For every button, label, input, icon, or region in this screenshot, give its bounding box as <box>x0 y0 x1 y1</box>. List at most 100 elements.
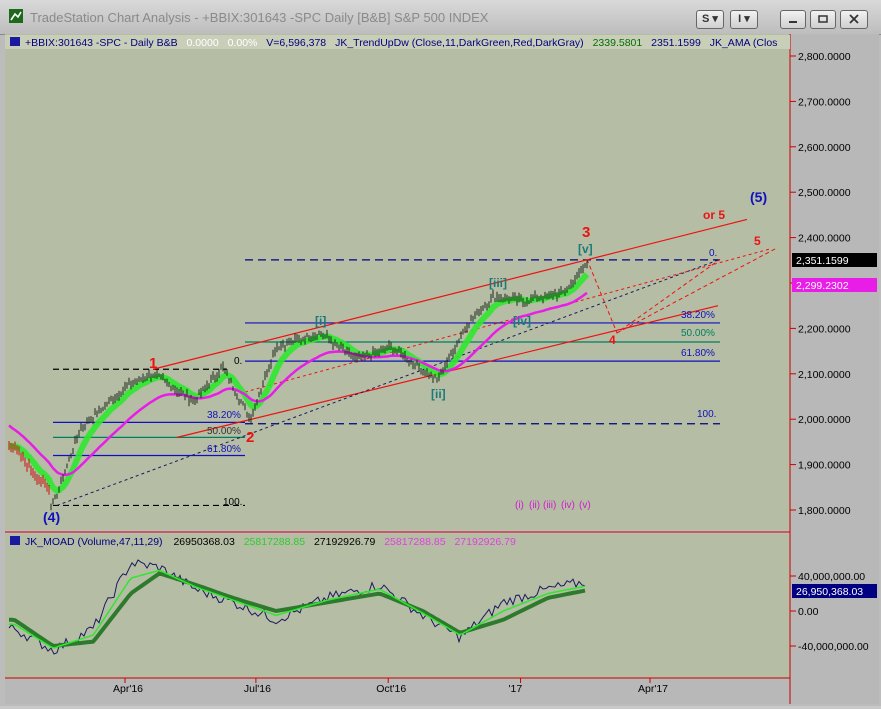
wave-3-label: 3 <box>582 224 590 241</box>
time-tick-label: Oct'16 <box>376 683 406 695</box>
sub-wave-iv-label: (iv) <box>561 500 575 511</box>
moad-value-1: 26950368.03 <box>173 536 234 548</box>
moad-value-4: 25817288.85 <box>384 536 445 548</box>
ama-line <box>8 291 588 477</box>
time-tick-label: Apr'16 <box>113 683 143 695</box>
ama-value-text: 2,299.2302 <box>796 280 849 292</box>
fib-b-zero-label: 0. <box>709 248 717 259</box>
fib-b-100-label: 100. <box>697 409 716 420</box>
moad-series <box>8 559 586 655</box>
volume-value-text: 26,950,368.03 <box>796 586 863 598</box>
volume-value-badge: 26,950,368.03 <box>792 584 877 598</box>
channel-mid-line <box>244 248 771 393</box>
channel-upper-line <box>152 218 748 370</box>
moad-indicator-name: JK_MOAD (Volume,47,11,29) <box>25 536 163 548</box>
fib-b-618-label: 61.80% <box>681 348 715 359</box>
fib-a-500-label: 50.00% <box>207 426 241 437</box>
restore-icon <box>818 15 828 23</box>
price-tick-label: 2,700.0000 <box>798 96 851 108</box>
wave-4-projected-label: 4 <box>609 333 616 347</box>
window-title: TradeStation Chart Analysis - +BBIX:3016… <box>30 10 489 25</box>
fib-labels: 0. 38.20% 50.00% 61.80% 100. 0. 38.20% 5… <box>207 248 717 508</box>
fib-a-zero-label: 0. <box>234 356 242 367</box>
symbol-tag-icon <box>10 37 20 46</box>
wave-projection-path <box>586 248 776 334</box>
fib-a-100-label: 100. <box>223 497 242 508</box>
header-trend-value-2: 2351.1599 <box>651 37 701 49</box>
header-trend-indicator: JK_TrendUpDw (Close,11,DarkGreen,Red,Dar… <box>335 37 584 49</box>
minimize-button[interactable] <box>780 10 806 29</box>
maximize-button[interactable] <box>810 10 836 29</box>
ama-value-badge: 2,299.2302 <box>792 278 877 292</box>
wave-v-label: [v] <box>578 242 593 256</box>
volume-tick-label: -40,000,000.00 <box>798 641 869 653</box>
close-icon <box>849 14 859 24</box>
time-tick-label: Jul'16 <box>244 683 271 695</box>
time-axis-background <box>5 678 790 704</box>
time-tick-label: '17 <box>509 683 523 695</box>
fib-b-500-label: 50.00% <box>681 328 715 339</box>
wave-5-projected-label: 5 <box>754 234 761 248</box>
moad-fast-line <box>9 569 586 649</box>
moad-slow-line <box>9 571 586 648</box>
volume-tick-label: 0.00 <box>798 606 819 618</box>
price-tick-label: 2,500.0000 <box>798 187 851 199</box>
last-price-badge: 2,351.1599 <box>792 253 877 267</box>
header-volume: V=6,596,378 <box>266 37 326 49</box>
symbol-link-button[interactable]: S ▾ <box>696 10 724 29</box>
wave-ii-label: [ii] <box>431 387 446 401</box>
volume-tag-icon <box>10 536 20 545</box>
minimize-icon <box>789 21 797 23</box>
price-header-bar <box>5 35 790 49</box>
wave-i-label: [i] <box>315 314 326 328</box>
price-tick-label: 2,400.0000 <box>798 233 851 245</box>
price-series <box>8 260 590 511</box>
price-tick-label: 2,200.0000 <box>798 323 851 335</box>
time-tick-label: Apr'17 <box>638 683 668 695</box>
sub-wave-labels: (i) (ii) (iii) (iv) (v) <box>515 500 591 511</box>
header-change-pct: 0.00% <box>228 37 258 49</box>
sub-wave-i-label: (i) <box>515 500 524 511</box>
trend-band-line <box>8 272 590 494</box>
moad-value-5: 27192926.79 <box>454 536 515 548</box>
price-bars-down <box>8 441 50 495</box>
channel-base-line <box>56 258 721 506</box>
header-change: 0.0000 <box>187 37 219 49</box>
price-chart-svg[interactable]: +BBIX:301643 -SPC - Daily B&B 0.0000 0.0… <box>5 34 879 704</box>
close-button[interactable] <box>840 10 868 29</box>
moad-value-3: 27192926.79 <box>314 536 375 548</box>
fib-a-382-label: 38.20% <box>207 410 241 421</box>
price-tick-label: 1,800.0000 <box>798 505 851 517</box>
header-symbol: +BBIX:301643 -SPC - Daily B&B <box>25 37 178 49</box>
price-tick-label: 2,000.0000 <box>798 414 851 426</box>
price-tick-label: 2,600.0000 <box>798 142 851 154</box>
sub-wave-ii-label: (ii) <box>529 500 540 511</box>
volume-tick-label: 40,000,000.00 <box>798 571 865 583</box>
volume-pane-background[interactable] <box>5 534 790 678</box>
wave-or5-label: or 5 <box>703 208 725 222</box>
title-bar[interactable]: TradeStation Chart Analysis - +BBIX:3016… <box>0 0 881 35</box>
header-ama-indicator: JK_AMA (Clos <box>710 37 778 49</box>
interval-link-button[interactable]: I ▾ <box>730 10 758 29</box>
price-tick-label: 1,900.0000 <box>798 460 851 472</box>
wave-labels: (4) (5) 1 2 3 4 5 or 5 [i] [ii] [iii] [i… <box>43 189 767 525</box>
tradestation-app-icon <box>9 9 23 23</box>
price-tick-label: 2,800.0000 <box>798 51 851 63</box>
header-trend-value-1: 2339.5801 <box>593 37 643 49</box>
chart-area[interactable]: +BBIX:301643 -SPC - Daily B&B 0.0000 0.0… <box>5 34 879 704</box>
sub-wave-iii-label: (iii) <box>543 500 556 511</box>
wave-1-label: 1 <box>149 355 157 372</box>
wave-4-major-label: (4) <box>43 509 60 525</box>
fib-b-382-label: 38.20% <box>681 310 715 321</box>
moad-raw-line <box>8 559 586 655</box>
wave-2-label: 2 <box>246 429 254 446</box>
volume-header: JK_MOAD (Volume,47,11,29) 26950368.03 25… <box>25 536 516 548</box>
sub-wave-v-label: (v) <box>579 500 591 511</box>
price-header: +BBIX:301643 -SPC - Daily B&B 0.0000 0.0… <box>25 37 777 49</box>
wave-iii-label: [iii] <box>489 276 507 290</box>
last-price-text: 2,351.1599 <box>796 255 849 267</box>
fib-a-618-label: 61.80% <box>207 444 241 455</box>
moad-value-2: 25817288.85 <box>244 536 305 548</box>
wave-iv-label: [iv] <box>513 314 531 328</box>
